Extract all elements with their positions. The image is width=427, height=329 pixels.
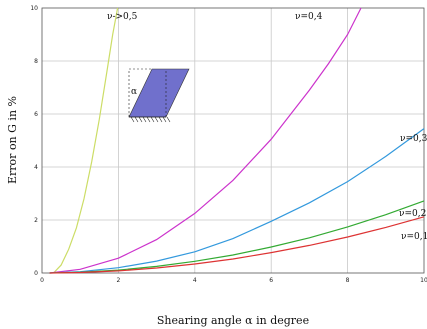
- y-tick-label: 0: [34, 270, 38, 277]
- series-label: ν=0,2: [399, 209, 426, 219]
- series-lines: [49, 7, 425, 274]
- x-tick-label: 6: [269, 277, 273, 284]
- tick-labels: 0 2 4 6 8 10 0 2 4 6 8 10: [30, 5, 427, 284]
- hatch-line: [166, 116, 171, 123]
- series-labels: ν->0,5 ν=0,4 ν=0,3 ν=0,2 ν=0,1: [107, 12, 427, 242]
- hatch-line: [134, 116, 139, 123]
- series-line: [49, 128, 425, 274]
- series-label: ν=0,3: [400, 134, 427, 144]
- series-line: [49, 200, 425, 274]
- series-line: [49, 216, 425, 274]
- shear-inset-diagram: α: [128, 68, 190, 123]
- y-tick-label: 4: [34, 164, 38, 171]
- hatch-line: [130, 116, 135, 123]
- x-tick-label: 10: [420, 277, 427, 284]
- hatch-line: [150, 116, 155, 123]
- series-label: ν=0,4: [295, 12, 323, 22]
- series-label: ν->0,5: [107, 12, 138, 22]
- y-tick-label: 8: [34, 58, 38, 65]
- hatch-line: [138, 116, 143, 123]
- hatch-line: [158, 116, 163, 123]
- x-tick-label: 2: [116, 277, 120, 284]
- series-line: [53, 7, 119, 274]
- hatch-line: [154, 116, 159, 123]
- sheared-block: [128, 68, 190, 118]
- grid: [42, 8, 424, 273]
- y-axis-label: Error on G in %: [6, 96, 19, 184]
- x-tick-label: 0: [40, 277, 44, 284]
- x-axis-label: Shearing angle α in degree: [157, 314, 309, 327]
- ground-hatching: [130, 116, 171, 123]
- plot-frame: [41, 7, 425, 274]
- inset-angle-label: α: [131, 87, 137, 97]
- series-line: [49, 7, 362, 274]
- y-tick-label: 6: [34, 111, 38, 118]
- hatch-line: [142, 116, 147, 123]
- x-tick-label: 4: [193, 277, 197, 284]
- hatch-line: [146, 116, 151, 123]
- hatch-line: [162, 116, 167, 123]
- x-tick-label: 8: [346, 277, 350, 284]
- y-tick-label: 10: [30, 5, 38, 12]
- y-tick-label: 2: [34, 217, 38, 224]
- series-label: ν=0,1: [401, 232, 427, 242]
